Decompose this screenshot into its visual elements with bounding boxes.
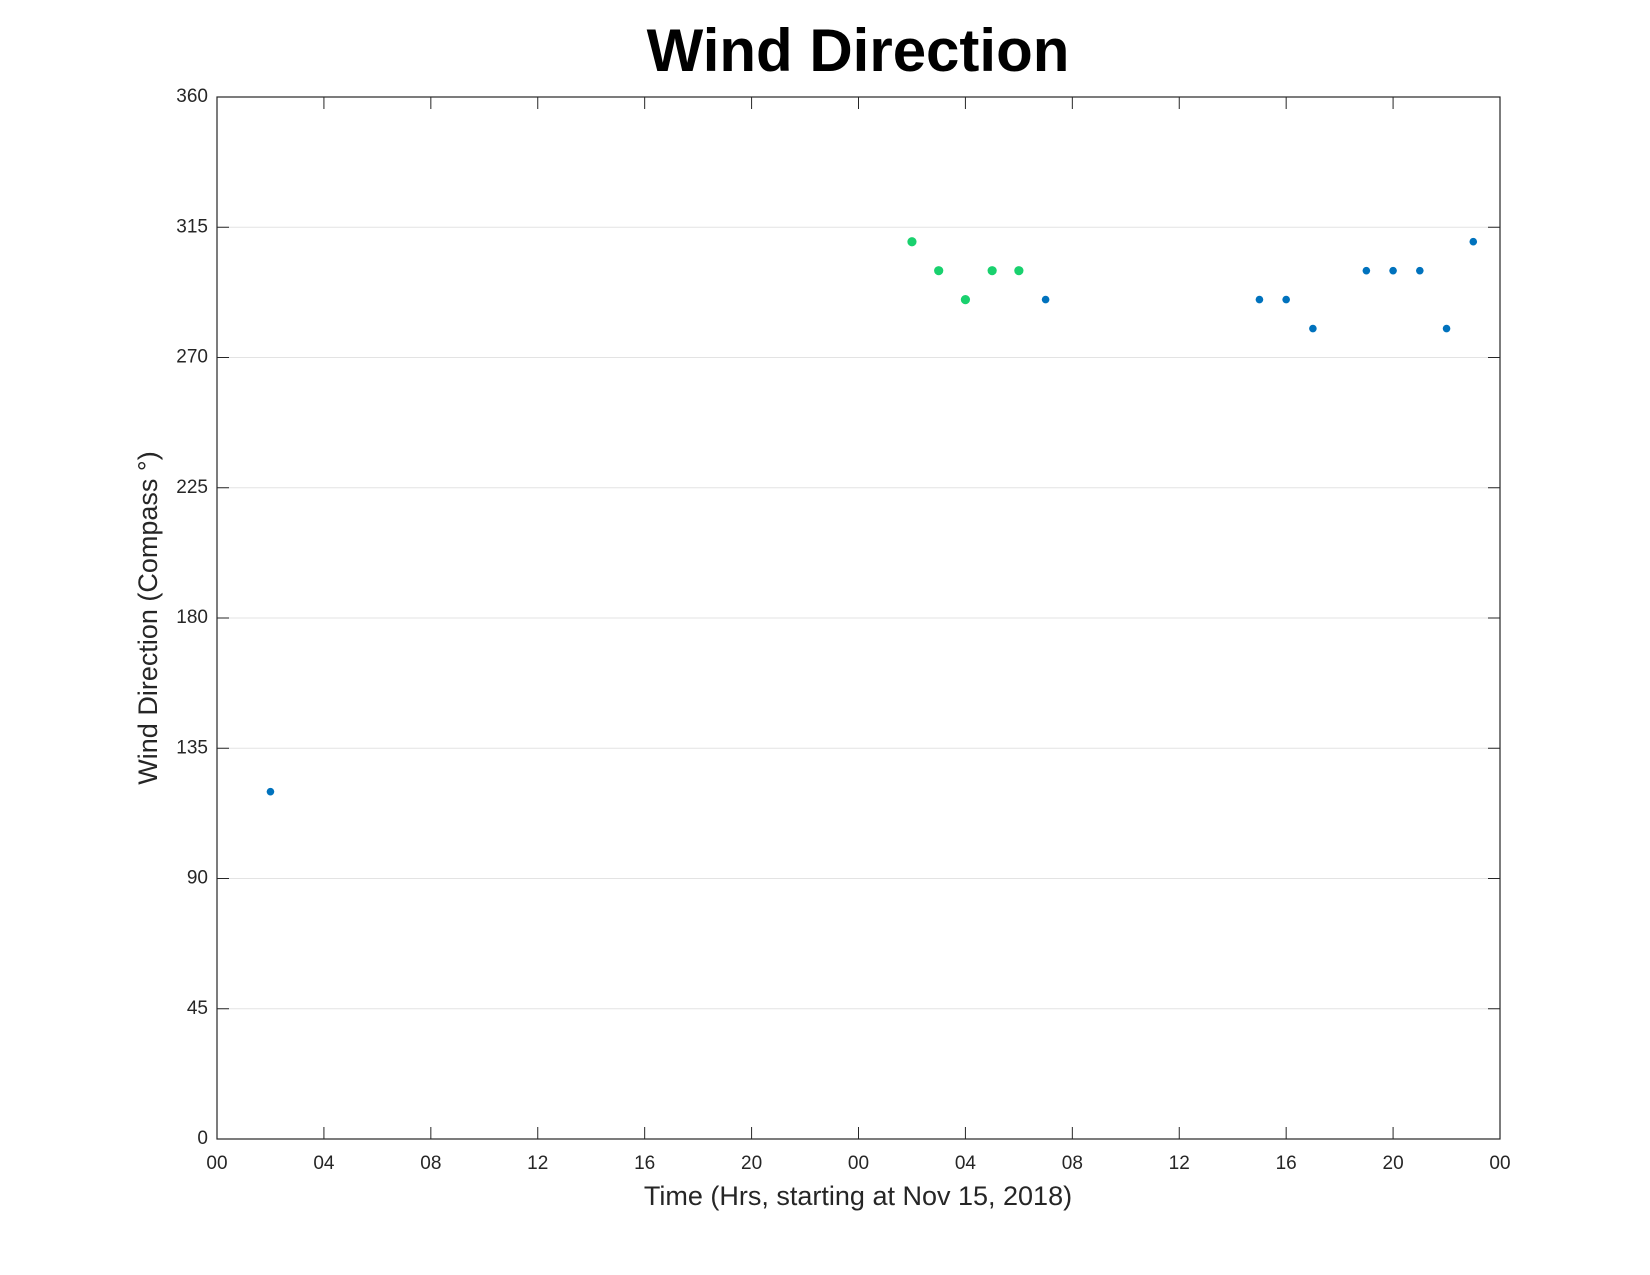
y-tick-label: 0 <box>197 1128 208 1149</box>
y-tick-label: 135 <box>176 737 208 758</box>
y-tick-label: 90 <box>187 868 208 889</box>
plot-frame <box>216 96 1501 1140</box>
data-point <box>1309 324 1317 333</box>
x-tick-label: 12 <box>1169 1153 1190 1174</box>
x-axis-label: Time (Hrs, starting at Nov 15, 2018) <box>644 1181 1072 1211</box>
data-point <box>1469 237 1478 246</box>
x-tick-label: 20 <box>1383 1153 1404 1174</box>
y-tick-label: 315 <box>176 216 208 237</box>
y-tick-label: 360 <box>176 86 208 107</box>
y-axis-label: Wind Direction (Compass °) <box>133 451 163 784</box>
x-tick-label: 16 <box>634 1153 655 1174</box>
y-tick-label: 270 <box>176 347 208 368</box>
x-tick-label: 00 <box>1489 1153 1510 1174</box>
x-tick-label: 08 <box>420 1153 441 1174</box>
x-tick-label: 08 <box>1062 1153 1083 1174</box>
data-point <box>907 237 917 247</box>
data-point <box>266 787 275 796</box>
data-point <box>934 266 944 276</box>
data-point <box>1255 295 1264 304</box>
data-point <box>1014 266 1024 276</box>
y-tick-label: 180 <box>176 607 208 628</box>
data-point <box>1041 295 1050 304</box>
data-point <box>1389 266 1397 275</box>
data-point <box>1442 324 1451 333</box>
x-tick-label: 12 <box>527 1153 548 1174</box>
y-tick-label: 45 <box>187 998 208 1019</box>
data-point <box>987 266 997 276</box>
data-point <box>1282 295 1290 304</box>
data-point <box>960 295 971 305</box>
data-point <box>1416 266 1424 275</box>
x-tick-label: 20 <box>741 1153 762 1174</box>
x-tick-label: 16 <box>1276 1153 1297 1174</box>
y-tick-label: 225 <box>176 477 208 498</box>
chart-title: Wind Direction <box>647 17 1070 84</box>
x-tick-label: 00 <box>206 1153 227 1174</box>
x-tick-label: 00 <box>848 1153 869 1174</box>
x-tick-label: 04 <box>313 1153 335 1174</box>
data-point <box>1362 266 1371 275</box>
x-tick-label: 04 <box>955 1153 977 1174</box>
